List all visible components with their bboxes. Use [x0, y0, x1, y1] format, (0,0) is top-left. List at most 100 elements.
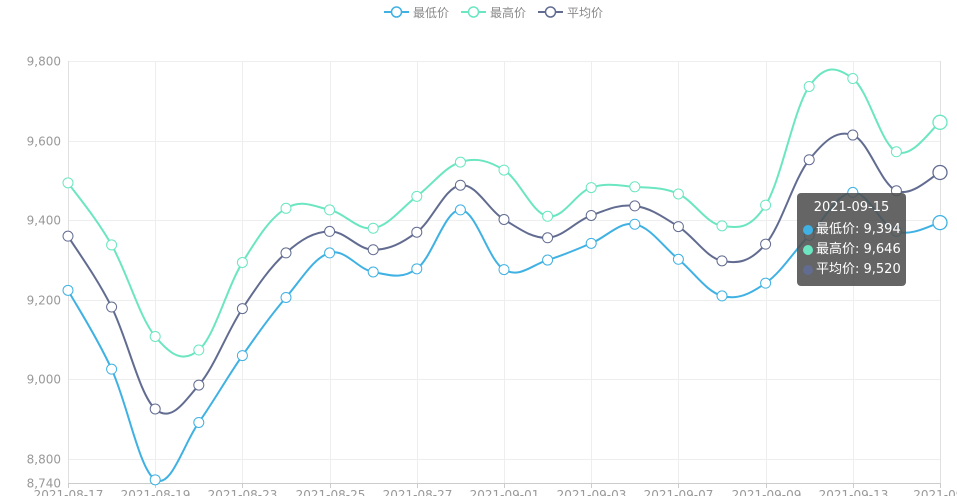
- data-point-low[interactable]: [585, 237, 597, 249]
- data-point-high[interactable]: [62, 177, 74, 189]
- data-point-low[interactable]: [760, 277, 772, 289]
- data-point-low[interactable]: [106, 363, 118, 375]
- x-tick-label: 2021-09-07: [644, 488, 714, 496]
- data-point-low[interactable]: [411, 263, 423, 275]
- data-point-avg[interactable]: [760, 238, 772, 250]
- x-tick-label: 2021-09-01: [470, 488, 540, 496]
- data-point-high[interactable]: [890, 146, 902, 158]
- data-point-low[interactable]: [629, 218, 641, 230]
- data-point-high[interactable]: [367, 222, 379, 234]
- data-point-low[interactable]: [932, 214, 948, 231]
- data-point-high[interactable]: [585, 182, 597, 194]
- data-point-low[interactable]: [149, 474, 161, 486]
- x-tick-label: 2021-08-23: [208, 488, 278, 496]
- tooltip-high-text: 最高价: 9,646: [816, 242, 901, 257]
- x-tick-label: 2021-09-: [913, 488, 957, 496]
- data-point-high[interactable]: [324, 204, 336, 216]
- y-tick-label: 9,000: [27, 373, 61, 387]
- tooltip-row-low: 最低价: 9,394: [803, 220, 906, 240]
- x-tick-label: 2021-09-13: [819, 488, 889, 496]
- data-point-avg[interactable]: [672, 221, 684, 233]
- data-point-low[interactable]: [62, 284, 74, 296]
- data-point-avg[interactable]: [803, 154, 815, 166]
- tooltip-avg-text: 平均价: 9,520: [816, 262, 901, 277]
- y-tick-label: 9,200: [27, 294, 61, 308]
- y-tick-label: 9,800: [27, 55, 61, 69]
- tooltip-row-avg: 平均价: 9,520: [803, 260, 906, 280]
- legend-item-low[interactable]: 最低价: [384, 4, 449, 21]
- data-point-high[interactable]: [672, 188, 684, 200]
- data-point-high[interactable]: [454, 156, 466, 168]
- x-tick-label: 2021-09-03: [557, 488, 627, 496]
- data-point-high[interactable]: [280, 202, 292, 214]
- data-point-avg[interactable]: [716, 255, 728, 267]
- x-tick-label: 2021-08-19: [121, 488, 191, 496]
- data-point-avg[interactable]: [411, 226, 423, 238]
- data-point-avg[interactable]: [542, 232, 554, 244]
- legend-low-icon: [384, 6, 409, 18]
- x-tick-label: 2021-09-09: [732, 488, 802, 496]
- data-point-high[interactable]: [629, 181, 641, 193]
- legend-item-high[interactable]: 最高价: [461, 4, 526, 21]
- data-point-high[interactable]: [932, 114, 948, 130]
- data-point-high[interactable]: [411, 190, 423, 202]
- data-point-low[interactable]: [542, 254, 554, 266]
- data-point-avg[interactable]: [106, 301, 118, 313]
- data-point-high[interactable]: [106, 239, 118, 251]
- data-point-low[interactable]: [236, 350, 248, 362]
- chart-legend: 最低价 最高价 平均价: [384, 3, 615, 21]
- legend-avg-icon: [538, 6, 564, 18]
- data-point-avg[interactable]: [585, 209, 597, 221]
- data-point-high[interactable]: [803, 80, 815, 92]
- data-point-avg[interactable]: [236, 303, 248, 315]
- data-point-high[interactable]: [193, 344, 205, 356]
- data-point-low[interactable]: [716, 290, 728, 302]
- data-point-avg[interactable]: [324, 225, 336, 237]
- data-point-high[interactable]: [542, 210, 554, 222]
- legend-high-icon: [461, 6, 487, 18]
- tooltip-row-high: 最高价: 9,646: [803, 240, 906, 260]
- data-point-low[interactable]: [324, 247, 336, 259]
- data-point-avg[interactable]: [280, 247, 292, 259]
- tooltip-avg-dot-icon: [803, 265, 813, 275]
- chart-tooltip: 2021-09-15 最低价: 9,394 最高价: 9,646 平均价: 9,…: [797, 193, 906, 286]
- y-tick-label: 9,400: [27, 214, 61, 228]
- data-point-avg[interactable]: [498, 213, 510, 225]
- tooltip-title: 2021-09-15: [813, 200, 890, 215]
- data-point-avg[interactable]: [847, 129, 859, 141]
- data-point-avg[interactable]: [932, 164, 948, 181]
- x-tick-label: 2021-08-27: [383, 488, 453, 496]
- data-point-high[interactable]: [236, 256, 248, 268]
- data-point-avg[interactable]: [62, 230, 74, 242]
- x-tick-label: 2021-08-25: [296, 488, 366, 496]
- data-point-low[interactable]: [367, 266, 379, 278]
- data-point-high[interactable]: [149, 330, 161, 342]
- y-tick-label: 9,600: [27, 135, 61, 149]
- data-point-avg[interactable]: [454, 179, 466, 191]
- data-point-low[interactable]: [280, 291, 292, 303]
- data-point-avg[interactable]: [149, 403, 161, 415]
- data-point-high[interactable]: [498, 164, 510, 176]
- data-point-avg[interactable]: [193, 379, 205, 391]
- series-line-low[interactable]: [67, 191, 941, 483]
- legend-avg-label: 平均价: [567, 5, 604, 20]
- data-point-high[interactable]: [716, 220, 728, 232]
- data-point-low[interactable]: [193, 416, 205, 428]
- y-tick-label: 8,740: [27, 477, 61, 491]
- data-point-avg[interactable]: [629, 200, 641, 212]
- data-point-low[interactable]: [454, 204, 466, 216]
- tooltip-high-dot-icon: [803, 245, 813, 255]
- y-tick-label: 8,800: [27, 453, 61, 467]
- legend-low-label: 最低价: [413, 5, 450, 20]
- data-point-avg[interactable]: [367, 244, 379, 256]
- data-point-low[interactable]: [498, 264, 510, 276]
- legend-high-label: 最高价: [490, 5, 527, 20]
- x-tick-label: 2021-08-17: [34, 488, 104, 496]
- tooltip-low-text: 最低价: 9,394: [816, 222, 901, 237]
- data-point-low[interactable]: [672, 253, 684, 265]
- data-point-high[interactable]: [847, 73, 859, 85]
- data-point-high[interactable]: [760, 199, 772, 211]
- legend-item-avg[interactable]: 平均价: [538, 4, 603, 21]
